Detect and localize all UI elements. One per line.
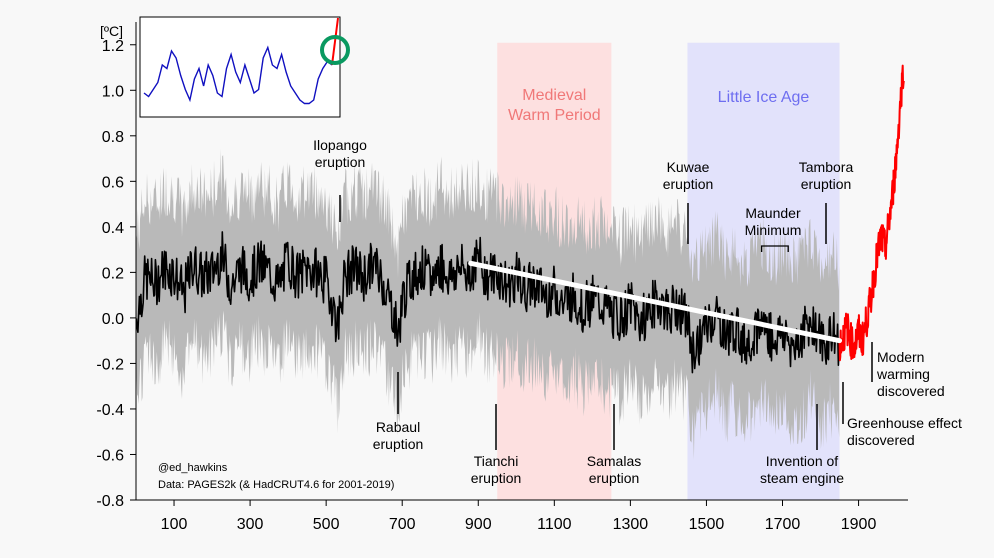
x-tick-label: 1700 [765, 516, 801, 533]
x-tick-label: 1500 [689, 516, 725, 533]
annotation-text: Modern [877, 349, 924, 365]
series-reconstruction [135, 231, 840, 374]
y-tick-label: 0.2 [102, 265, 124, 282]
x-tick-label: 1300 [613, 516, 649, 533]
x-tick-label: 1900 [841, 516, 877, 533]
annotation-text: eruption [315, 154, 366, 170]
y-unit-label: [ºC] [100, 23, 123, 39]
annotation-text: Ilopango [313, 137, 367, 153]
annotation-text: Tianchi [474, 453, 519, 469]
inset-chart [139, 16, 350, 118]
period-label: Medieval [522, 87, 586, 104]
annotation-text: eruption [373, 436, 424, 452]
uncertainty-band-area [136, 148, 840, 460]
series-instrumental [838, 64, 905, 362]
annotation-text: eruption [801, 176, 852, 192]
y-tick-label: 0.0 [102, 311, 124, 328]
annotation-text: Samalas [587, 453, 641, 469]
annotation-text: eruption [471, 470, 522, 486]
inset-red-series [331, 17, 339, 66]
x-tick-label: 100 [161, 516, 188, 533]
annotation-text: eruption [663, 176, 714, 192]
y-tick-label: -0.4 [96, 402, 124, 419]
annotation-text: discovered [847, 432, 915, 448]
annotation-text: Kuwae [667, 159, 710, 175]
x-tick-label: 500 [313, 516, 340, 533]
uncertainty-band [136, 148, 840, 460]
annotation-text: eruption [589, 470, 640, 486]
annotation-text: Greenhouse effect [847, 415, 962, 431]
credits: @ed_hawkins Data: PAGES2k (& HadCRUT4.6 … [158, 462, 394, 491]
inset-series [143, 45, 333, 105]
annotation-text: Tambora [799, 159, 854, 175]
inset-frame [139, 16, 341, 118]
annotation-text: Rabaul [376, 419, 420, 435]
trend-line [468, 260, 843, 344]
y-tick-label: 0.6 [102, 174, 124, 191]
y-tick-label: 1.2 [102, 38, 124, 55]
period-label: Little Ice Age [718, 89, 810, 106]
x-tick-label: 300 [237, 516, 264, 533]
period-label: Warm Period [508, 107, 601, 124]
annotation-text: Maunder [745, 205, 801, 221]
annotation-text: discovered [877, 383, 945, 399]
credit-source: Data: PAGES2k (& HadCRUT4.6 for 2001-201… [158, 479, 394, 491]
x-tick-label: 1100 [537, 516, 572, 533]
annotation-text: steam engine [760, 470, 844, 486]
annotation-text: warming [876, 366, 930, 382]
credit-handle: @ed_hawkins [158, 462, 228, 474]
x-tick-label: 700 [389, 516, 416, 533]
inset-highlight-circle [320, 35, 350, 65]
x-tick-label: 900 [465, 516, 492, 533]
y-tick-label: 1.0 [102, 83, 124, 100]
y-tick-label: 0.8 [102, 129, 124, 146]
y-tick-label: -0.8 [96, 493, 124, 510]
annotations: IlopangoeruptionRabauleruptionTianchieru… [313, 137, 962, 486]
annotation-text: Minimum [745, 222, 802, 238]
y-tick-label: 0.4 [102, 220, 124, 237]
annotation-text: Invention of [766, 453, 838, 469]
annotation-bracket [760, 245, 789, 252]
y-tick-label: -0.6 [96, 447, 124, 464]
series-lines [135, 64, 905, 374]
trend-segment [468, 260, 843, 344]
y-tick-label: -0.2 [96, 356, 124, 373]
axes: 100 300 500 700 900 1100 1300 1500 1700 1900 1.2 1.… [96, 22, 908, 533]
